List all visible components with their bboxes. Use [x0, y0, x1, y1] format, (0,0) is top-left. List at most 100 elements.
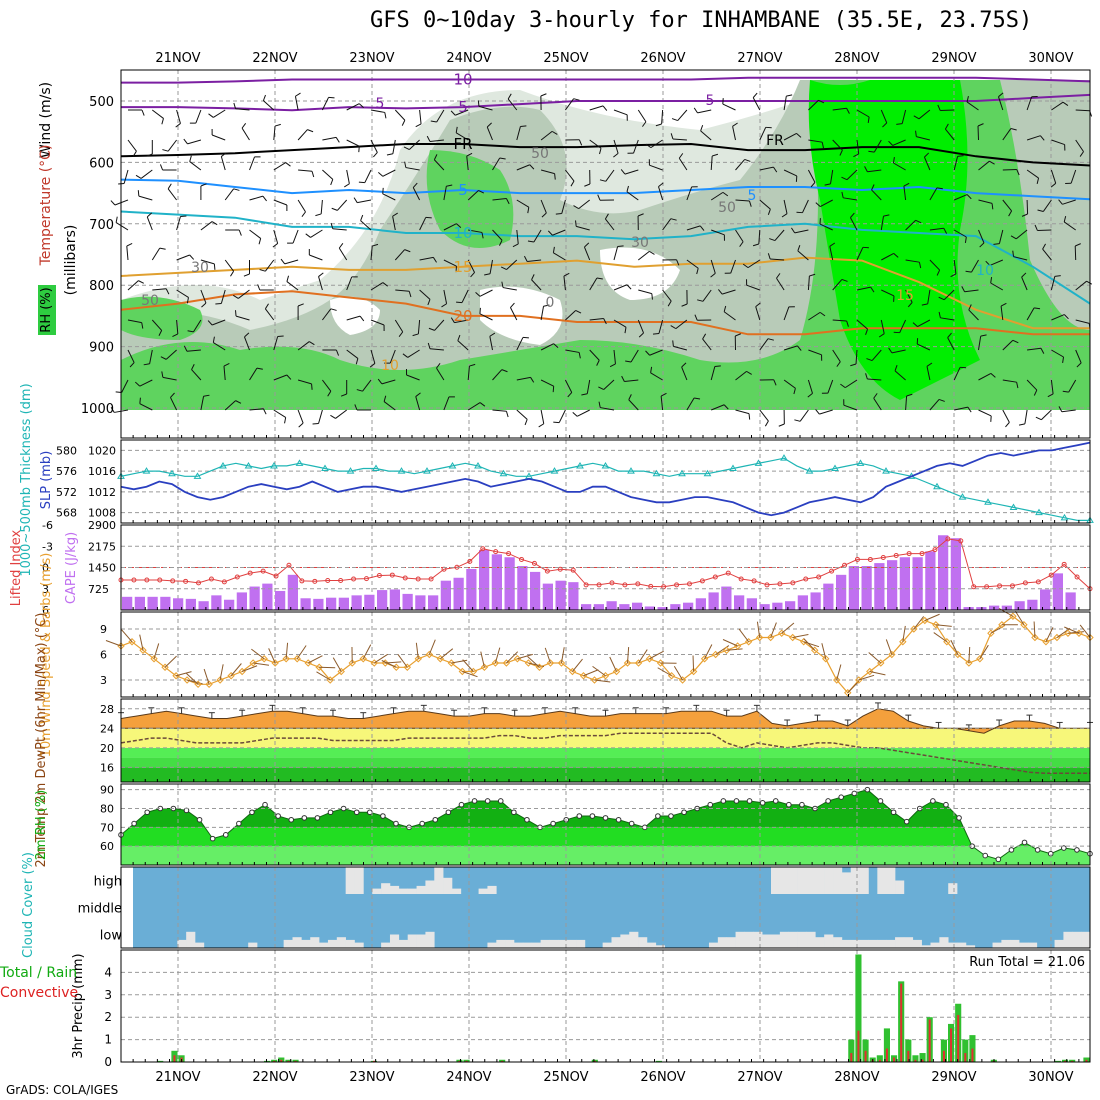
wind-barb	[211, 134, 226, 141]
wind-barb-flag	[110, 407, 115, 413]
lifted-index-point	[389, 572, 395, 578]
thickness-point	[270, 461, 278, 469]
wind-barb	[213, 342, 226, 351]
wind-barb	[553, 252, 566, 261]
y-tick-label: 9	[100, 623, 107, 636]
cape-bar	[861, 566, 872, 610]
cloud-low-bar	[345, 939, 355, 948]
wind-barb	[394, 109, 406, 121]
wind-barb-flag	[330, 222, 334, 229]
wind-barb	[1051, 349, 1064, 358]
ylabel-wind: Wind (m/s)	[38, 82, 54, 158]
wind-barb	[200, 289, 207, 304]
cloud-low-bar	[327, 939, 338, 948]
wind-barb	[832, 349, 841, 363]
wind-barb-flag	[810, 182, 816, 188]
wind-barb	[224, 400, 236, 411]
panel-frame	[120, 866, 1091, 949]
cloud-low-bar	[540, 939, 550, 948]
wind-barb-10m	[451, 659, 468, 664]
wind-barb-flag	[702, 333, 707, 340]
y-tick-label: 0	[104, 1055, 112, 1069]
wind-barb	[774, 229, 785, 241]
wind-barb	[832, 319, 847, 322]
wind-speed-point	[480, 663, 489, 671]
wind-barb-flag	[186, 297, 189, 304]
wind-barb	[443, 396, 450, 411]
contour-label: 10	[976, 263, 994, 279]
y-tick-label-right: 1450	[88, 562, 116, 575]
wind-barb	[563, 276, 566, 291]
wind-barb-10m	[219, 664, 224, 681]
cape-bar	[1014, 601, 1025, 610]
legend-convective: Convective	[0, 985, 78, 1001]
thickness-point	[805, 467, 814, 474]
wind-barb	[686, 397, 695, 411]
wind-barb	[1026, 96, 1033, 111]
wind-barb-flag	[262, 408, 267, 415]
wind-barb-flag	[135, 174, 142, 179]
wind-barb	[953, 259, 957, 274]
wind-barb	[880, 319, 885, 334]
cloud-high-bar	[895, 880, 905, 894]
wind-barb-flag	[436, 363, 441, 369]
wind-barb-flag	[865, 373, 868, 380]
ylabel-rh2m: 2m RH (%)	[34, 790, 49, 861]
wind-barb	[867, 378, 882, 381]
date-label-top: 27NOV	[737, 51, 782, 66]
wind-barb	[917, 343, 931, 351]
wind-barb-flag	[552, 246, 555, 253]
wind-barb-flag	[455, 126, 458, 133]
wind-barb	[149, 349, 153, 364]
wind-barb	[603, 379, 615, 390]
wind-barb-flag	[990, 276, 993, 284]
wind-barb-flag	[570, 180, 575, 187]
wind-barb-10m	[609, 656, 617, 672]
wind-barb-flag	[285, 162, 291, 167]
wind-barb	[873, 397, 882, 411]
cloud-high-bar	[771, 867, 781, 894]
wind-barb-10m	[319, 666, 336, 669]
wind-barb	[263, 100, 275, 111]
rh-point	[327, 809, 334, 816]
thickness-point	[423, 467, 431, 474]
wind-barb	[710, 191, 724, 201]
wind-barb	[357, 199, 372, 204]
wind-barb-flag	[599, 179, 606, 182]
thickness-point	[627, 467, 635, 474]
wind-barb-flag	[398, 331, 404, 337]
date-label-bottom: 25NOV	[543, 1070, 588, 1085]
wind-barb	[220, 156, 226, 171]
wind-barb-flag	[235, 400, 242, 404]
wind-barb-flag	[870, 286, 875, 293]
wind-barb	[370, 139, 378, 153]
thickness-point	[372, 464, 380, 472]
thickness-line	[120, 457, 1090, 521]
wind-barb	[661, 109, 664, 125]
wind-barb	[867, 169, 882, 173]
wind-speed-point	[833, 676, 841, 684]
wind-barb	[486, 126, 493, 141]
wind-barb-flag	[815, 409, 820, 415]
y-tick-label-right: 2175	[88, 540, 116, 553]
wind-barb-10m	[726, 648, 743, 651]
wind-barb	[710, 155, 713, 171]
ylabel-thickness: 1000~500mb Thickness (dm)	[19, 383, 34, 576]
wind-barb-10m	[821, 643, 827, 659]
wind-barb	[673, 345, 688, 351]
cloud-low-bar	[850, 939, 860, 948]
precip-conv-bar	[458, 1060, 461, 1062]
wind-barb-flag	[1008, 210, 1013, 217]
wind-barb-flag	[850, 363, 857, 367]
cloud-low-bar	[815, 937, 825, 948]
cape-bar	[746, 598, 757, 610]
wind-barb	[613, 139, 619, 154]
wind-barb-flag	[297, 303, 304, 307]
wind-barb-10m	[657, 667, 672, 677]
wind-barb	[273, 126, 276, 141]
thickness-point	[1009, 503, 1018, 510]
wind-barb	[630, 349, 639, 363]
wind-barb-10m	[560, 647, 565, 664]
wind-speed-point	[293, 655, 301, 663]
cape-bar	[377, 590, 388, 610]
